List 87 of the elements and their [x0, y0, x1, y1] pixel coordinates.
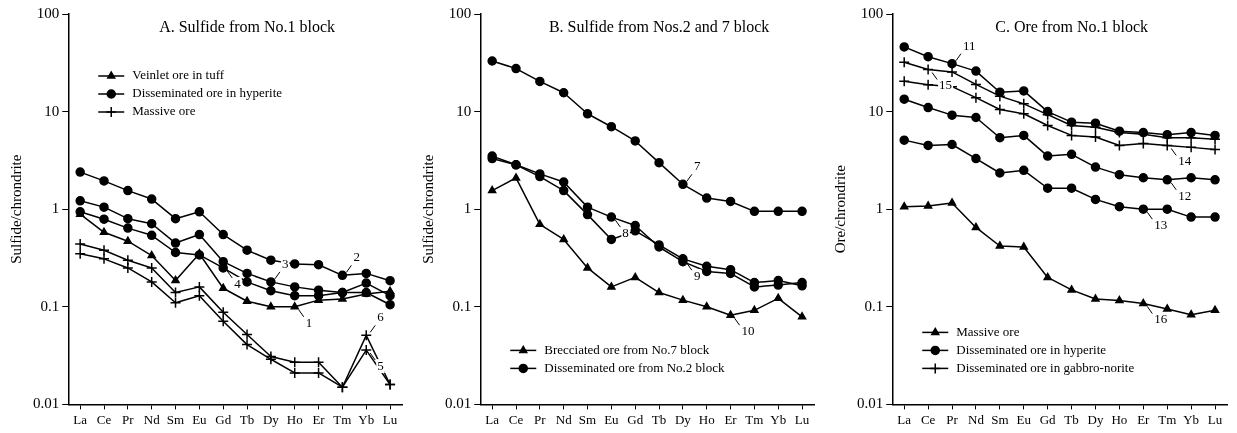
x-tick-label: Nd [555, 411, 573, 427]
x-tick-label: Pr [122, 411, 135, 427]
x-tick-label: Dy [262, 411, 280, 427]
x-tick-label: Eu [1016, 411, 1032, 427]
legend-label: Disseminated ore in gabbro-norite [956, 359, 1135, 375]
x-tick-label: Er [1137, 411, 1151, 427]
x-tick-label: Yb [358, 411, 375, 427]
annotation: 16 [1154, 311, 1168, 327]
x-tick-label: Ce [96, 411, 112, 427]
annotation: 14 [1178, 153, 1192, 169]
chart-title: B. Sulfide from Nos.2 and 7 block [548, 18, 770, 36]
x-tick-label: Gd [627, 411, 644, 427]
annotation: 4 [234, 275, 242, 291]
annotation: 8 [622, 225, 629, 241]
x-tick-label: Lu [1207, 411, 1223, 427]
y-tick-label: 100 [36, 4, 60, 21]
annotation: 5 [377, 358, 384, 374]
x-tick-label: Lu [382, 411, 398, 427]
x-tick-label: Ho [1111, 411, 1128, 427]
legend-label: Veinlet ore in tuff [132, 67, 225, 83]
annotation: 1 [305, 314, 313, 330]
annotation: 2 [353, 249, 360, 265]
y-tick-label: 0.1 [864, 297, 884, 314]
y-tick-label: 100 [860, 4, 884, 21]
x-tick-label: Eu [192, 411, 208, 427]
x-tick-label: Dy [1087, 411, 1104, 427]
annotation: 13 [1154, 217, 1168, 233]
y-tick-label: 1 [875, 200, 884, 217]
chart-title: A. Sulfide from No.1 block [159, 18, 336, 36]
x-tick-label: Tb [239, 411, 255, 427]
y-tick-label: 0.01 [857, 395, 884, 412]
annotation: 15 [939, 77, 953, 93]
annotation: 6 [377, 309, 385, 325]
x-tick-label: La [485, 411, 500, 427]
x-tick-label: Yb [770, 411, 787, 427]
y-axis-title: Ore/chrondrite [831, 164, 848, 254]
x-tick-label: Gd [1039, 411, 1057, 427]
x-tick-label: Pr [946, 411, 959, 427]
annotation: 7 [693, 158, 701, 174]
y-tick-label: 100 [448, 4, 472, 21]
legend-label: Brecciated ore from No.7 block [544, 341, 710, 357]
y-tick-label: 1 [463, 200, 472, 217]
x-tick-label: Nd [967, 411, 985, 427]
x-tick-label: La [897, 411, 912, 427]
x-tick-label: Sm [991, 411, 1009, 427]
x-tick-label: Ce [508, 411, 524, 427]
x-tick-label: Ho [698, 411, 715, 427]
y-tick-label: 0.1 [452, 297, 472, 314]
y-tick-label: 0.1 [40, 297, 60, 314]
x-tick-label: Tb [651, 411, 667, 427]
annotation: 9 [693, 268, 701, 284]
x-tick-label: La [73, 411, 88, 427]
x-tick-label: Gd [215, 411, 232, 427]
x-tick-label: Tm [333, 411, 352, 427]
y-axis-title: Sulfide/chrondrite [7, 154, 24, 264]
x-tick-label: Sm [578, 411, 597, 427]
y-axis-title: Sulfide/chrondrite [419, 154, 436, 264]
x-tick-label: Nd [143, 411, 161, 427]
x-tick-label: Tm [745, 411, 764, 427]
x-tick-label: Tm [1158, 411, 1177, 427]
y-tick-label: 10 [44, 102, 60, 119]
x-tick-label: Pr [534, 411, 547, 427]
y-tick-label: 1 [51, 200, 60, 217]
legend-label: Disseminated ore from No.2 block [544, 359, 725, 375]
y-tick-label: 0.01 [445, 395, 472, 412]
x-tick-label: Ce [920, 411, 936, 427]
x-tick-label: Sm [166, 411, 185, 427]
annotation: 10 [741, 323, 755, 339]
annotation: 11 [963, 37, 976, 53]
annotation: 12 [1178, 187, 1192, 203]
y-tick-label: 10 [456, 102, 472, 119]
x-tick-label: Dy [674, 411, 692, 427]
x-tick-label: Ho [286, 411, 303, 427]
legend-label: Massive ore [956, 323, 1020, 339]
x-tick-label: Tb [1064, 411, 1079, 427]
y-tick-label: 0.01 [33, 395, 60, 412]
y-tick-label: 10 [868, 102, 884, 119]
x-tick-label: Eu [604, 411, 620, 427]
x-tick-label: Er [312, 411, 326, 427]
chart-title: C. Ore from No.1 block [995, 18, 1149, 36]
legend-label: Massive ore [132, 103, 196, 119]
annotation: 3 [281, 255, 289, 271]
legend-label: Disseminated ore in hyperite [132, 85, 283, 101]
legend-label: Disseminated ore in hyperite [956, 341, 1107, 357]
x-tick-label: Yb [1183, 411, 1200, 427]
x-tick-label: Lu [794, 411, 810, 427]
x-tick-label: Er [724, 411, 738, 427]
